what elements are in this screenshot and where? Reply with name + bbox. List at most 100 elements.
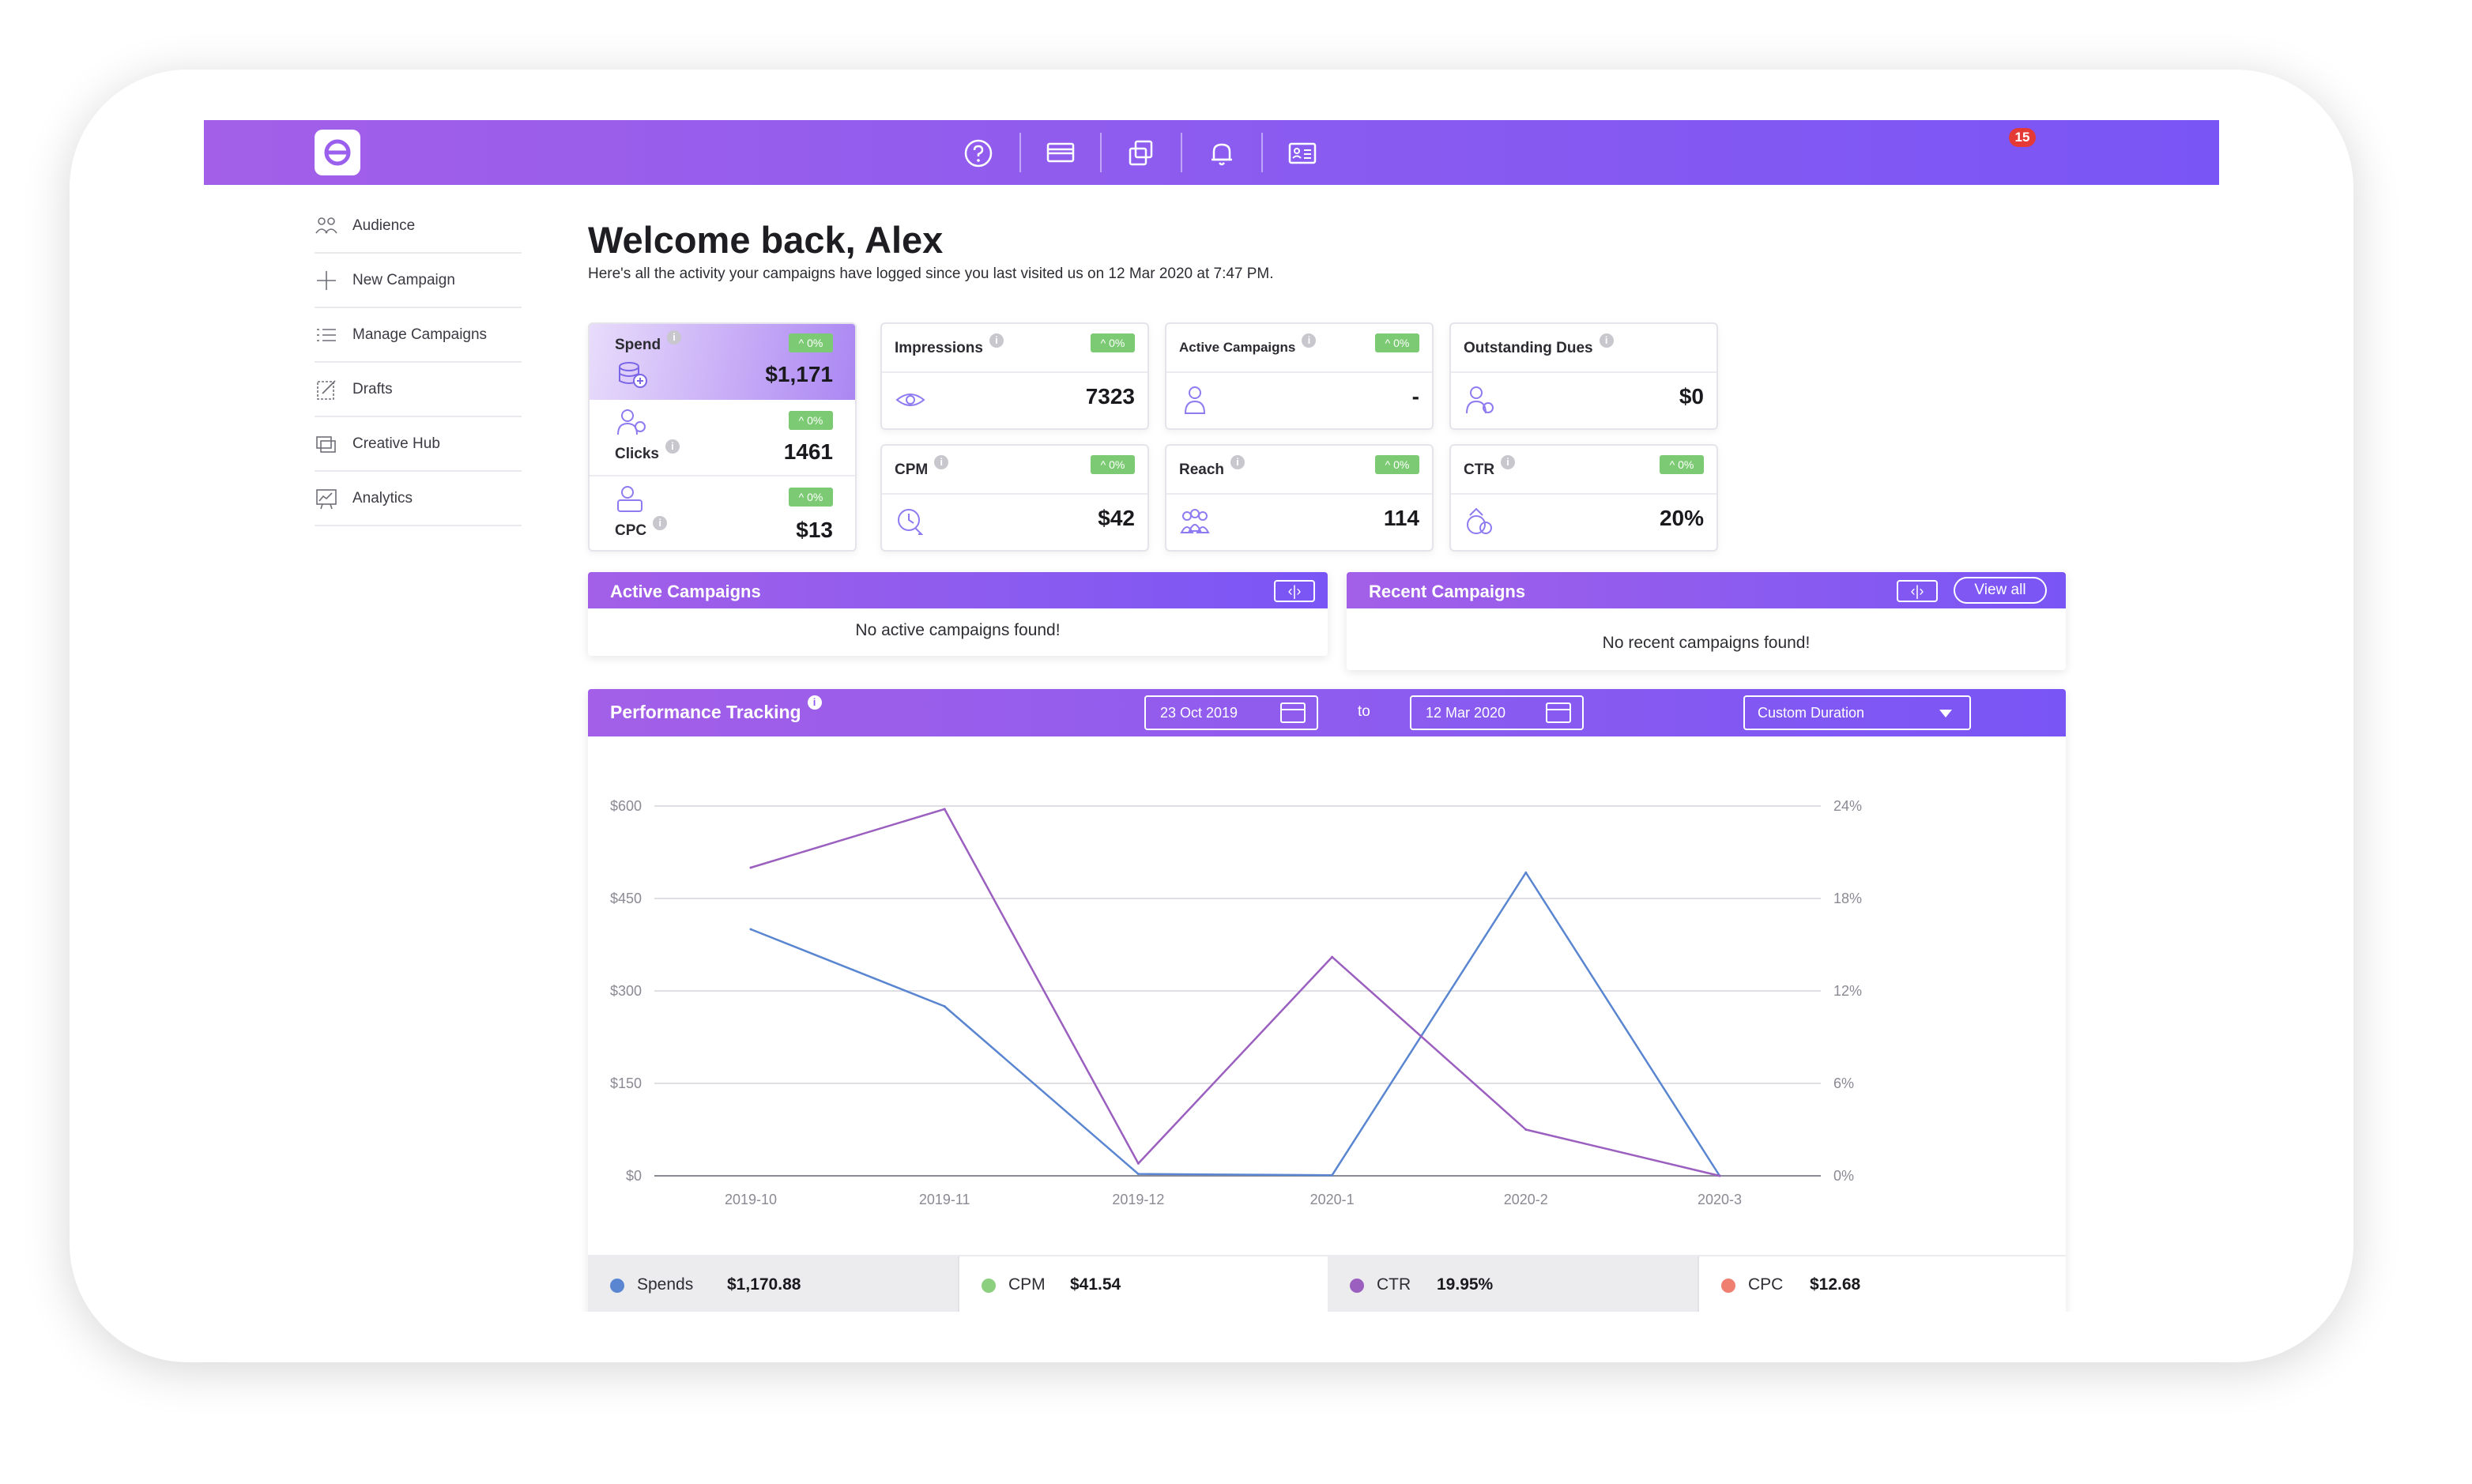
logo-icon[interactable] xyxy=(315,130,360,175)
sidebar-item-creative-hub[interactable]: Creative Hub xyxy=(315,417,522,472)
bell-icon[interactable] xyxy=(1204,136,1239,171)
clock-icon xyxy=(895,506,926,537)
help-icon[interactable] xyxy=(961,136,996,171)
y-left-tick-label: $300 xyxy=(610,983,642,999)
legend-value: 19.95% xyxy=(1437,1275,1494,1294)
spend-label: Spend i xyxy=(615,330,682,354)
top-bar: 15 xyxy=(204,120,2219,185)
chart-legend: Spends $1,170.88 CPM $41.54 CTR 19.95% C… xyxy=(588,1255,2066,1312)
impressions-value: 7323 xyxy=(1085,384,1135,409)
cpc-change-badge: ^ 0% xyxy=(789,488,833,507)
legend-dot xyxy=(610,1279,624,1293)
data-point-spends xyxy=(1524,871,1528,874)
impressions-change-badge: ^ 0% xyxy=(1091,333,1135,352)
carousel-nav-button[interactable]: ‹|› xyxy=(1274,580,1315,602)
ctr-card[interactable]: CTR i ^ 0% 20% xyxy=(1449,444,1718,552)
outstanding-dues-value: $0 xyxy=(1679,384,1704,409)
app-screen: 15 Audience New Campaign Manage Campaign… xyxy=(204,120,2219,1312)
sidebar-item-drafts[interactable]: Drafts xyxy=(315,363,522,417)
reach-card[interactable]: Reach i ^ 0% 114 xyxy=(1165,444,1434,552)
start-date-picker[interactable]: 23 Oct 2019 xyxy=(1144,695,1318,730)
person-icon xyxy=(1179,384,1211,416)
x-tick-label: 2020-1 xyxy=(1310,1192,1355,1207)
clicks-row: ^ 0% Clicks i 1461 xyxy=(590,400,855,476)
copy-icon[interactable] xyxy=(1124,136,1159,171)
series-line-ctr xyxy=(750,808,1720,1177)
creative-hub-icon xyxy=(316,435,336,453)
performance-tracking-panel: Performance Tracking i 23 Oct 2019 to 12 … xyxy=(588,689,2066,1312)
view-all-button[interactable]: View all xyxy=(1954,577,2047,604)
sidebar-item-label: Drafts xyxy=(352,380,393,397)
eye-icon xyxy=(895,384,926,416)
y-left-tick-label: $600 xyxy=(610,798,642,814)
spend-summary-card[interactable]: Spend i ^ 0% $1,171 ^ 0% Clicks i 1461 ^ 0… xyxy=(588,322,857,552)
info-icon[interactable]: i xyxy=(1302,333,1317,348)
legend-value: $12.68 xyxy=(1810,1275,1861,1294)
separator xyxy=(1261,133,1263,172)
data-point-ctr xyxy=(943,808,946,811)
cpm-label: CPM i xyxy=(895,455,949,479)
clicks-label: Clicks i xyxy=(615,439,680,463)
info-icon[interactable]: i xyxy=(807,695,822,710)
legend-item-spends[interactable]: Spends $1,170.88 xyxy=(588,1256,958,1312)
active-campaigns-value: - xyxy=(1411,384,1419,409)
outstanding-dues-card[interactable]: Outstanding Dues i $0 xyxy=(1449,322,1718,430)
impressions-card[interactable]: Impressions i ^ 0% 7323 xyxy=(880,322,1149,430)
panel-header: Recent Campaigns ‹|› View all xyxy=(1347,572,2066,608)
legend-item-ctr[interactable]: CTR 19.95% xyxy=(1328,1256,1698,1312)
ctr-label: CTR i xyxy=(1464,455,1516,479)
info-icon[interactable]: i xyxy=(1230,455,1245,469)
duration-select[interactable]: Custom Duration xyxy=(1743,695,1971,730)
end-date-value: 12 Mar 2020 xyxy=(1426,705,1506,721)
sidebar: Audience New Campaign Manage Campaigns D… xyxy=(315,199,522,526)
legend-value: $1,170.88 xyxy=(727,1275,801,1294)
sidebar-item-label: Manage Campaigns xyxy=(352,326,488,343)
data-point-ctr xyxy=(1718,1174,1721,1177)
separator xyxy=(1181,133,1182,172)
spend-change-badge: ^ 0% xyxy=(789,333,833,352)
data-point-ctr xyxy=(1524,1128,1528,1131)
active-campaigns-card[interactable]: Active Campaigns i ^ 0% - xyxy=(1165,322,1434,430)
legend-item-cpc[interactable]: CPC $12.68 xyxy=(1698,1256,2066,1312)
info-icon[interactable]: i xyxy=(653,516,668,530)
data-point-ctr xyxy=(749,866,752,869)
billing-icon[interactable] xyxy=(1043,136,1078,171)
cpm-card[interactable]: CPM i ^ 0% $42 xyxy=(880,444,1149,552)
info-icon[interactable]: i xyxy=(1599,333,1614,348)
reach-label: Reach i xyxy=(1179,455,1245,479)
info-icon[interactable]: i xyxy=(665,439,680,454)
ctr-icon xyxy=(1464,506,1495,537)
x-tick-label: 2019-12 xyxy=(1112,1192,1164,1207)
card-header xyxy=(882,324,1147,373)
profile-card-icon[interactable] xyxy=(1285,136,1320,171)
cpm-value: $42 xyxy=(1098,506,1135,530)
sidebar-item-new-campaign[interactable]: New Campaign xyxy=(315,254,522,308)
legend-item-cpm[interactable]: CPM $41.54 xyxy=(958,1256,1328,1312)
panel-title: Performance Tracking i xyxy=(610,695,822,723)
group-icon xyxy=(1179,506,1211,537)
sidebar-item-analytics[interactable]: Analytics xyxy=(315,472,522,526)
info-icon[interactable]: i xyxy=(989,333,1004,348)
list-icon xyxy=(317,328,336,341)
end-date-picker[interactable]: 12 Mar 2020 xyxy=(1410,695,1584,730)
impressions-label: Impressions i xyxy=(895,333,1004,357)
card-header xyxy=(1451,446,1716,495)
calendar-icon xyxy=(1280,702,1306,723)
info-icon[interactable]: i xyxy=(934,455,949,469)
y-right-tick-label: 12% xyxy=(1833,983,1862,999)
legend-label: CPC xyxy=(1748,1275,1784,1294)
sidebar-item-audience[interactable]: Audience xyxy=(315,199,522,254)
sidebar-item-manage-campaigns[interactable]: Manage Campaigns xyxy=(315,308,522,363)
spend-value: $1,171 xyxy=(765,362,833,386)
data-point-spends xyxy=(749,928,752,931)
info-icon[interactable]: i xyxy=(667,330,682,345)
y-right-tick-label: 24% xyxy=(1833,798,1862,814)
coins-icon xyxy=(619,362,647,388)
separator xyxy=(1019,133,1021,172)
series-line-spends xyxy=(750,871,1721,1177)
calendar-icon xyxy=(1546,702,1571,723)
outstanding-dues-label: Outstanding Dues i xyxy=(1464,333,1614,357)
recent-campaigns-panel: Recent Campaigns ‹|› View all No recent … xyxy=(1347,572,2066,670)
carousel-nav-button[interactable]: ‹|› xyxy=(1897,580,1938,602)
info-icon[interactable]: i xyxy=(1501,455,1516,469)
